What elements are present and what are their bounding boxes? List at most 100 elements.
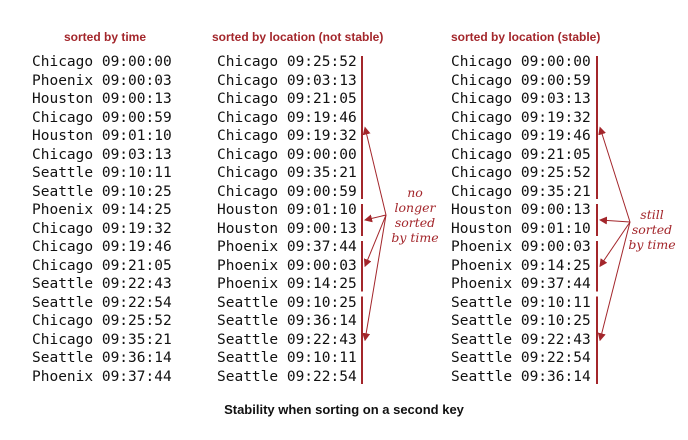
arrow-stable-houston [599, 216, 631, 225]
table-row: Chicago 09:00:59 [217, 183, 357, 202]
table-row: Seattle 09:10:11 [217, 349, 357, 368]
city-cell: Seattle [217, 294, 279, 311]
table-row: Seattle 09:36:14 [217, 312, 357, 331]
table-row: Chicago 09:21:05 [451, 146, 591, 165]
table-row: Seattle 09:10:11 [32, 164, 172, 183]
table-row: Phoenix 09:37:44 [217, 238, 357, 257]
table-row: Chicago 09:19:32 [32, 220, 172, 239]
time-cell: 09:14:25 [286, 276, 357, 292]
city-cell: Phoenix [451, 276, 513, 292]
header-stable: sorted by location (stable) [451, 30, 601, 44]
arrow-not-stable-seattle [362, 214, 387, 342]
city-cell: Phoenix [217, 276, 279, 292]
city-cell: Seattle [451, 368, 513, 385]
table-row: Chicago 09:35:21 [32, 331, 172, 350]
table-row: Chicago 09:00:00 [32, 53, 172, 72]
time-cell: 09:35:21 [286, 165, 357, 181]
table-row: Chicago 09:00:00 [451, 53, 591, 72]
time-cell: 09:22:54 [520, 350, 591, 366]
city-cell: Chicago [451, 165, 513, 181]
city-cell: Phoenix [32, 202, 94, 218]
table-row: Houston 09:01:10 [217, 201, 357, 220]
city-cell: Seattle [451, 313, 513, 329]
time-cell: 09:19:46 [286, 109, 357, 126]
time-cell: 09:21:05 [286, 91, 357, 107]
table-row: Houston 09:01:10 [451, 220, 591, 239]
time-cell: 09:00:59 [101, 109, 172, 126]
table-row: Houston 09:00:13 [32, 90, 172, 109]
city-cell: Chicago [32, 146, 94, 163]
table-row: Houston 09:00:13 [217, 220, 357, 239]
time-cell: 09:25:52 [101, 313, 172, 329]
time-cell: 09:10:11 [286, 350, 357, 366]
time-cell: 09:36:14 [101, 350, 172, 366]
column-stable: Chicago 09:00:00 Chicago 09:00:59 Chicago … [451, 53, 591, 386]
time-cell: 09:19:46 [520, 128, 591, 144]
time-cell: 09:14:25 [101, 202, 172, 218]
note-line: by time [391, 230, 439, 245]
table-row: Phoenix 09:00:03 [217, 257, 357, 276]
table-row: Chicago 09:00:59 [451, 72, 591, 91]
time-cell: 09:21:05 [520, 146, 591, 163]
time-cell: 09:19:32 [101, 220, 172, 237]
table-row: Houston 09:01:10 [32, 127, 172, 146]
table-row: Phoenix 09:37:44 [451, 275, 591, 294]
city-cell: Seattle [217, 313, 279, 329]
time-cell: 09:00:03 [520, 239, 591, 255]
city-cell: Seattle [451, 331, 513, 348]
time-cell: 09:01:10 [101, 128, 172, 144]
city-cell: Chicago [217, 109, 279, 126]
header-not-stable: sorted by location (not stable) [212, 30, 384, 44]
time-cell: 09:03:13 [520, 91, 591, 107]
city-cell: Houston [32, 128, 94, 144]
table-row: Chicago 09:19:46 [32, 238, 172, 257]
city-cell: Chicago [451, 146, 513, 163]
column-not-stable: Chicago 09:25:52 Chicago 09:03:13 Chicago … [217, 53, 357, 386]
table-row: Chicago 09:03:13 [451, 90, 591, 109]
time-cell: 09:22:54 [286, 368, 357, 385]
time-cell: 09:01:10 [286, 202, 357, 218]
time-cell: 09:36:14 [286, 313, 357, 329]
city-cell: Houston [451, 220, 513, 237]
table-row: Seattle 09:10:25 [217, 294, 357, 313]
city-cell: Chicago [451, 128, 513, 144]
table-row: Seattle 09:22:43 [217, 331, 357, 350]
time-cell: 09:36:14 [520, 368, 591, 385]
city-cell: Chicago [451, 54, 513, 70]
note-line: by time [628, 237, 676, 252]
city-cell: Chicago [32, 313, 94, 329]
time-cell: 09:10:25 [101, 183, 172, 200]
table-row: Chicago 09:25:52 [451, 164, 591, 183]
city-cell: Phoenix [451, 257, 513, 274]
arrow-not-stable-chicago [362, 126, 387, 216]
time-cell: 09:00:00 [286, 146, 357, 163]
note-line: longer [394, 200, 436, 215]
time-cell: 09:10:11 [101, 165, 172, 181]
table-row: Chicago 09:19:32 [217, 127, 357, 146]
city-cell: Seattle [32, 294, 94, 311]
city-cell: Chicago [217, 183, 279, 200]
time-cell: 09:22:43 [101, 276, 172, 292]
table-row: Phoenix 09:00:03 [451, 238, 591, 257]
time-cell: 09:35:21 [520, 183, 591, 200]
table-row: Chicago 09:21:05 [217, 90, 357, 109]
table-row: Phoenix 09:14:25 [451, 257, 591, 276]
time-cell: 09:03:13 [286, 72, 357, 89]
city-cell: Chicago [217, 146, 279, 163]
city-cell: Chicago [451, 183, 513, 200]
time-cell: 09:25:52 [286, 54, 357, 70]
table-row: Seattle 09:36:14 [451, 368, 591, 387]
table-row: Chicago 09:25:52 [217, 53, 357, 72]
table-row: Chicago 09:25:52 [32, 312, 172, 331]
city-cell: Seattle [217, 368, 279, 385]
table-row: Chicago 09:03:13 [217, 72, 357, 91]
time-cell: 09:10:25 [520, 313, 591, 329]
time-cell: 09:10:25 [286, 294, 357, 311]
note-line: sorted [394, 215, 436, 230]
city-cell: Seattle [32, 165, 94, 181]
table-row: Seattle 09:22:43 [32, 275, 172, 294]
figure-caption: Stability when sorting on a second key [224, 402, 464, 417]
city-cell: Chicago [451, 109, 513, 126]
city-cell: Chicago [32, 220, 94, 237]
time-cell: 09:00:00 [101, 54, 172, 70]
